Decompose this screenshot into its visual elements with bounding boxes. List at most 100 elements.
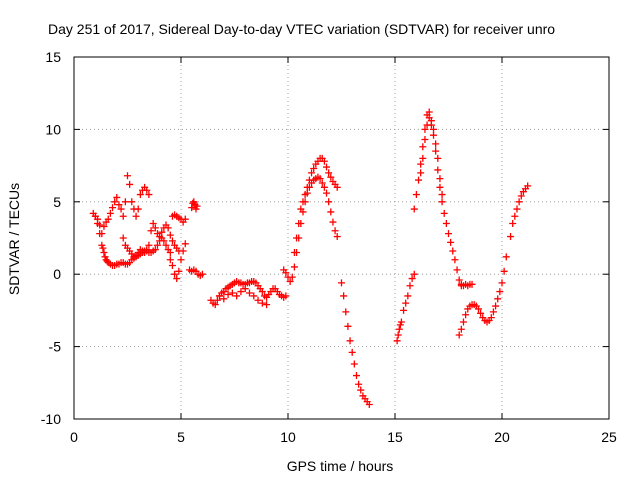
- data-point: [100, 248, 108, 256]
- data-point: [177, 256, 185, 264]
- data-point: [500, 267, 508, 275]
- data-point: [175, 267, 183, 275]
- data-point: [395, 325, 403, 333]
- y-tick-label: -5: [49, 339, 62, 355]
- data-point: [305, 176, 313, 184]
- data-point: [346, 337, 354, 345]
- data-point: [211, 301, 219, 309]
- data-point: [99, 244, 107, 252]
- data-point: [254, 296, 262, 304]
- x-tick-label: 0: [70, 429, 78, 445]
- data-point: [213, 296, 221, 304]
- data-point: [299, 198, 307, 206]
- data-point: [310, 164, 318, 172]
- data-point: [327, 208, 335, 216]
- data-point: [513, 205, 521, 213]
- data-point: [263, 301, 271, 309]
- data-point: [166, 248, 174, 256]
- data-point: [98, 230, 106, 238]
- data-point: [496, 288, 504, 296]
- data-point: [455, 276, 463, 284]
- data-point: [316, 175, 324, 183]
- data-point: [517, 192, 525, 200]
- y-tick-label: 10: [45, 121, 61, 137]
- data-point: [394, 331, 402, 339]
- data-point: [282, 292, 290, 300]
- data-point: [430, 125, 438, 133]
- x-tick-label: 10: [280, 429, 296, 445]
- data-point: [293, 234, 301, 242]
- data-point: [100, 222, 108, 230]
- data-point: [434, 154, 442, 162]
- data-point: [432, 147, 440, 155]
- data-point: [119, 212, 127, 220]
- data-point: [436, 175, 444, 183]
- data-point: [151, 246, 159, 254]
- data-point: [455, 331, 463, 339]
- data-point: [419, 143, 427, 151]
- data-point: [164, 224, 172, 232]
- data-point: [323, 189, 331, 197]
- data-point: [162, 241, 170, 249]
- data-point: [282, 269, 290, 277]
- data-point: [323, 163, 331, 171]
- data-point: [117, 205, 125, 213]
- data-point: [449, 247, 457, 255]
- data-point: [333, 183, 341, 191]
- data-point: [457, 325, 465, 333]
- data-point: [145, 191, 153, 199]
- x-tick-label: 25: [601, 429, 617, 445]
- data-point: [168, 237, 176, 245]
- data-point: [412, 191, 420, 199]
- axis-ticks: [73, 56, 610, 420]
- data-point: [94, 215, 102, 223]
- data-point: [147, 227, 155, 235]
- data-point: [423, 121, 431, 129]
- data-point: [286, 277, 294, 285]
- data-point: [166, 256, 174, 264]
- data-point: [113, 193, 121, 201]
- data-point: [489, 308, 497, 316]
- x-tick-label: 20: [494, 429, 510, 445]
- data-point: [171, 270, 179, 278]
- data-point: [237, 288, 245, 296]
- data-point: [245, 289, 253, 297]
- data-point: [344, 322, 352, 330]
- data-point: [320, 157, 328, 165]
- data-point: [502, 253, 510, 261]
- data-point: [158, 228, 166, 236]
- data-point: [350, 360, 358, 368]
- data-point: [320, 183, 328, 191]
- x-axis-label: GPS time / hours: [287, 458, 394, 474]
- data-point: [355, 380, 363, 388]
- y-tick-label: -10: [41, 411, 61, 427]
- data-point: [511, 212, 519, 220]
- data-point: [498, 279, 506, 287]
- y-tick-label: 15: [45, 49, 61, 65]
- data-point: [288, 273, 296, 281]
- data-point: [143, 246, 151, 254]
- data-point: [325, 169, 333, 177]
- data-point: [198, 270, 206, 278]
- plot-frame: [73, 56, 610, 420]
- data-point: [410, 270, 418, 278]
- y-tick-label: 0: [53, 266, 61, 282]
- data-point: [128, 198, 136, 206]
- data-point: [524, 182, 532, 190]
- data-point: [445, 230, 452, 238]
- data-point: [462, 311, 470, 319]
- data-point: [459, 318, 467, 326]
- data-point: [427, 117, 435, 125]
- data-point: [156, 233, 164, 241]
- data-point: [104, 215, 112, 223]
- data-point: [477, 309, 485, 317]
- data-point: [297, 205, 305, 213]
- data-point: [228, 289, 236, 297]
- data-point: [241, 285, 249, 293]
- data-point: [325, 198, 333, 206]
- data-point: [410, 205, 418, 213]
- data-point: [318, 179, 326, 187]
- y-tick-label: 5: [53, 194, 61, 210]
- data-point: [303, 183, 311, 191]
